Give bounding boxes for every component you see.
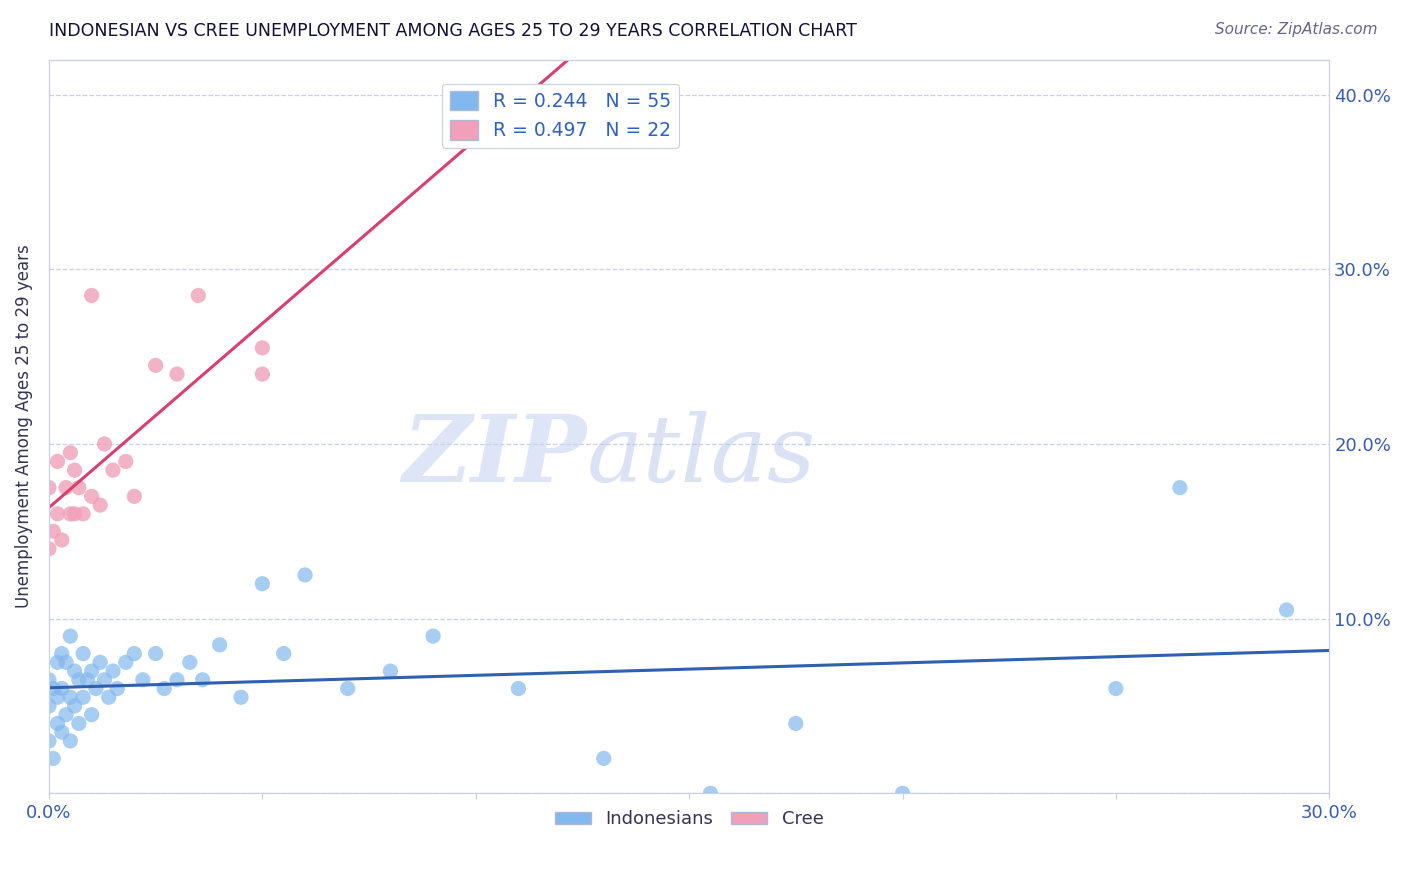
Point — [422, 629, 444, 643]
Point — [132, 673, 155, 687]
Point — [51, 647, 73, 661]
Point — [55, 707, 77, 722]
Point — [46, 716, 69, 731]
Point — [80, 707, 103, 722]
Point — [124, 647, 146, 661]
Point — [208, 638, 231, 652]
Point — [294, 568, 316, 582]
Point — [38, 734, 60, 748]
Point — [114, 656, 136, 670]
Point — [187, 288, 209, 302]
Point — [89, 498, 111, 512]
Point — [101, 463, 124, 477]
Point — [229, 690, 252, 705]
Text: atlas: atlas — [586, 411, 817, 500]
Point — [51, 533, 73, 547]
Point — [42, 751, 65, 765]
Point — [336, 681, 359, 696]
Point — [166, 367, 188, 381]
Point — [145, 647, 167, 661]
Point — [72, 647, 94, 661]
Point — [51, 725, 73, 739]
Point — [252, 341, 274, 355]
Point — [592, 751, 614, 765]
Point — [179, 656, 201, 670]
Point — [145, 359, 167, 373]
Point — [891, 786, 914, 800]
Legend: Indonesians, Cree: Indonesians, Cree — [547, 803, 831, 836]
Point — [76, 673, 98, 687]
Point — [93, 673, 115, 687]
Point — [38, 541, 60, 556]
Point — [785, 716, 807, 731]
Point — [1275, 603, 1298, 617]
Point — [72, 690, 94, 705]
Point — [1168, 481, 1191, 495]
Point — [46, 656, 69, 670]
Point — [101, 664, 124, 678]
Point — [1105, 681, 1128, 696]
Point — [699, 786, 721, 800]
Point — [124, 489, 146, 503]
Point — [46, 690, 69, 705]
Point — [42, 681, 65, 696]
Point — [114, 454, 136, 468]
Point — [46, 454, 69, 468]
Point — [80, 288, 103, 302]
Point — [153, 681, 176, 696]
Point — [59, 507, 82, 521]
Y-axis label: Unemployment Among Ages 25 to 29 years: Unemployment Among Ages 25 to 29 years — [15, 244, 32, 608]
Point — [67, 716, 90, 731]
Point — [63, 664, 86, 678]
Point — [80, 489, 103, 503]
Point — [63, 698, 86, 713]
Point — [67, 481, 90, 495]
Point — [191, 673, 214, 687]
Point — [252, 576, 274, 591]
Point — [55, 481, 77, 495]
Point — [72, 507, 94, 521]
Point — [51, 681, 73, 696]
Point — [252, 367, 274, 381]
Point — [55, 656, 77, 670]
Point — [38, 698, 60, 713]
Point — [63, 507, 86, 521]
Point — [46, 507, 69, 521]
Point — [380, 664, 402, 678]
Point — [38, 481, 60, 495]
Point — [166, 673, 188, 687]
Text: ZIP: ZIP — [402, 411, 586, 500]
Point — [93, 437, 115, 451]
Point — [273, 647, 295, 661]
Point — [67, 673, 90, 687]
Point — [89, 656, 111, 670]
Point — [38, 673, 60, 687]
Point — [97, 690, 120, 705]
Point — [59, 734, 82, 748]
Point — [80, 664, 103, 678]
Point — [84, 681, 107, 696]
Text: INDONESIAN VS CREE UNEMPLOYMENT AMONG AGES 25 TO 29 YEARS CORRELATION CHART: INDONESIAN VS CREE UNEMPLOYMENT AMONG AG… — [49, 22, 858, 40]
Point — [42, 524, 65, 539]
Point — [59, 445, 82, 459]
Point — [508, 681, 530, 696]
Point — [63, 463, 86, 477]
Point — [105, 681, 128, 696]
Text: Source: ZipAtlas.com: Source: ZipAtlas.com — [1215, 22, 1378, 37]
Point — [59, 690, 82, 705]
Point — [59, 629, 82, 643]
